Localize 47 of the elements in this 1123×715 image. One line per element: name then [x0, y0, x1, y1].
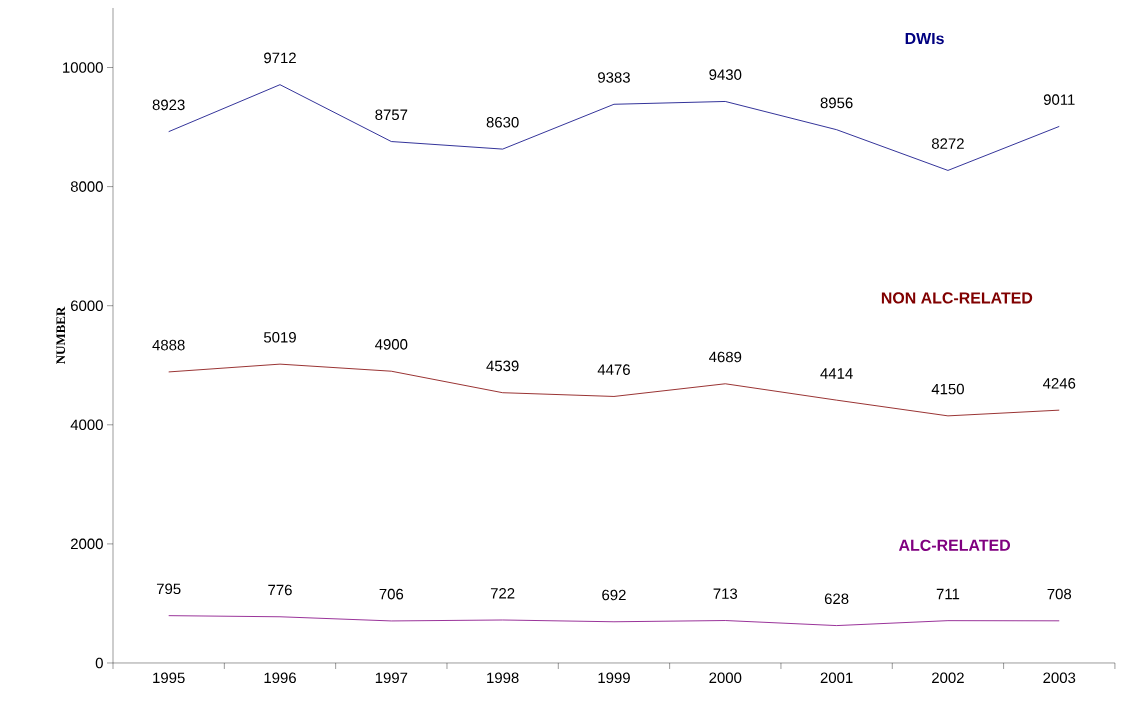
- text: DWIs: [905, 33, 944, 45]
- data-label: 722: [490, 588, 515, 599]
- data-label: 4689: [709, 351, 742, 363]
- x-tick-label: 1996: [264, 672, 296, 684]
- data-label: 713: [713, 588, 738, 599]
- x-tick-label: 2000: [709, 672, 742, 684]
- data-label: 692: [602, 589, 626, 601]
- data-label: 8956: [820, 97, 853, 109]
- x-tick-label: 1999: [598, 672, 630, 684]
- data-label: 9430: [709, 69, 742, 80]
- data-label: 9383: [598, 72, 630, 83]
- x-tick-label: 1998: [487, 672, 519, 684]
- x-tick-label: 2003: [1043, 672, 1076, 684]
- data-label: 4888: [152, 339, 185, 351]
- data-label: 4150: [931, 383, 964, 395]
- line-series: [168, 615, 1060, 626]
- data-label: 8272: [931, 138, 964, 149]
- x-tick-label: 1995: [153, 672, 185, 684]
- y-tick-label: 6000: [71, 300, 103, 311]
- data-label: 776: [268, 584, 292, 596]
- data-label: 9011: [1043, 94, 1075, 105]
- data-label: 8757: [375, 109, 408, 121]
- y-tick-label: 0: [95, 657, 103, 669]
- y-tick-label: 2000: [70, 538, 103, 550]
- data-label: 4476: [597, 364, 630, 375]
- data-label: 795: [156, 583, 181, 595]
- y-tick-label: 4000: [70, 419, 103, 431]
- data-label: 4900: [375, 339, 408, 350]
- x-tick-label: 2002: [932, 672, 964, 684]
- y-tick-label: 10000: [63, 62, 103, 73]
- y-tick-label: 8000: [70, 181, 103, 192]
- text: NON ALC-RELATED: [881, 292, 1033, 304]
- data-label: 8923: [152, 99, 185, 111]
- text: ALC-RELATED: [898, 539, 1011, 551]
- data-label: 4539: [486, 360, 519, 372]
- data-label: 708: [1047, 588, 1072, 600]
- y-axis-title: NUMBER: [56, 306, 66, 365]
- x-tick-label: 1997: [375, 672, 408, 684]
- data-label: 9712: [264, 52, 296, 64]
- data-label: 711: [936, 588, 960, 600]
- data-label: 4414: [820, 368, 853, 379]
- data-label: 706: [379, 588, 404, 600]
- data-label: 8630: [486, 117, 519, 128]
- x-tick-label: 2001: [820, 672, 853, 684]
- data-label: 5019: [263, 332, 296, 343]
- data-label: 4246: [1042, 378, 1076, 389]
- data-label: 628: [824, 593, 849, 605]
